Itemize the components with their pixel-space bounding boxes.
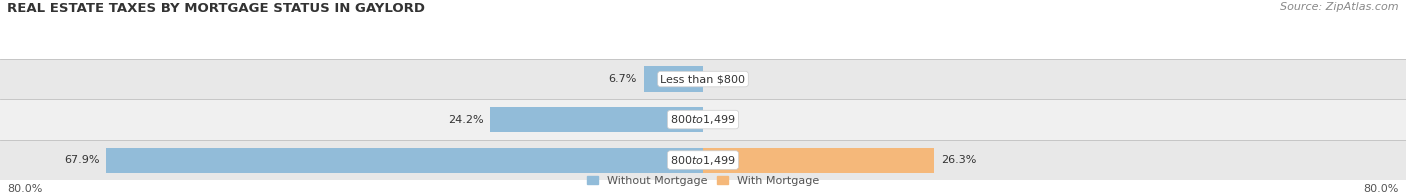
Text: 0.0%: 0.0% <box>710 114 738 125</box>
Text: 26.3%: 26.3% <box>941 155 977 165</box>
Text: $800 to $1,499: $800 to $1,499 <box>671 113 735 126</box>
Text: REAL ESTATE TAXES BY MORTGAGE STATUS IN GAYLORD: REAL ESTATE TAXES BY MORTGAGE STATUS IN … <box>7 2 425 15</box>
Text: 24.2%: 24.2% <box>447 114 484 125</box>
Bar <box>644 66 703 92</box>
Legend: Without Mortgage, With Mortgage: Without Mortgage, With Mortgage <box>582 172 824 191</box>
Bar <box>491 107 703 132</box>
Text: Source: ZipAtlas.com: Source: ZipAtlas.com <box>1281 2 1399 12</box>
Bar <box>0 59 1406 99</box>
Text: Less than $800: Less than $800 <box>661 74 745 84</box>
Text: 80.0%: 80.0% <box>1364 184 1399 194</box>
Text: 0.0%: 0.0% <box>710 74 738 84</box>
Bar <box>107 148 703 173</box>
Bar <box>0 140 1406 180</box>
Text: 67.9%: 67.9% <box>63 155 100 165</box>
Bar <box>703 148 934 173</box>
Text: 6.7%: 6.7% <box>609 74 637 84</box>
Text: 80.0%: 80.0% <box>7 184 42 194</box>
Text: $800 to $1,499: $800 to $1,499 <box>671 154 735 167</box>
Bar <box>0 99 1406 140</box>
